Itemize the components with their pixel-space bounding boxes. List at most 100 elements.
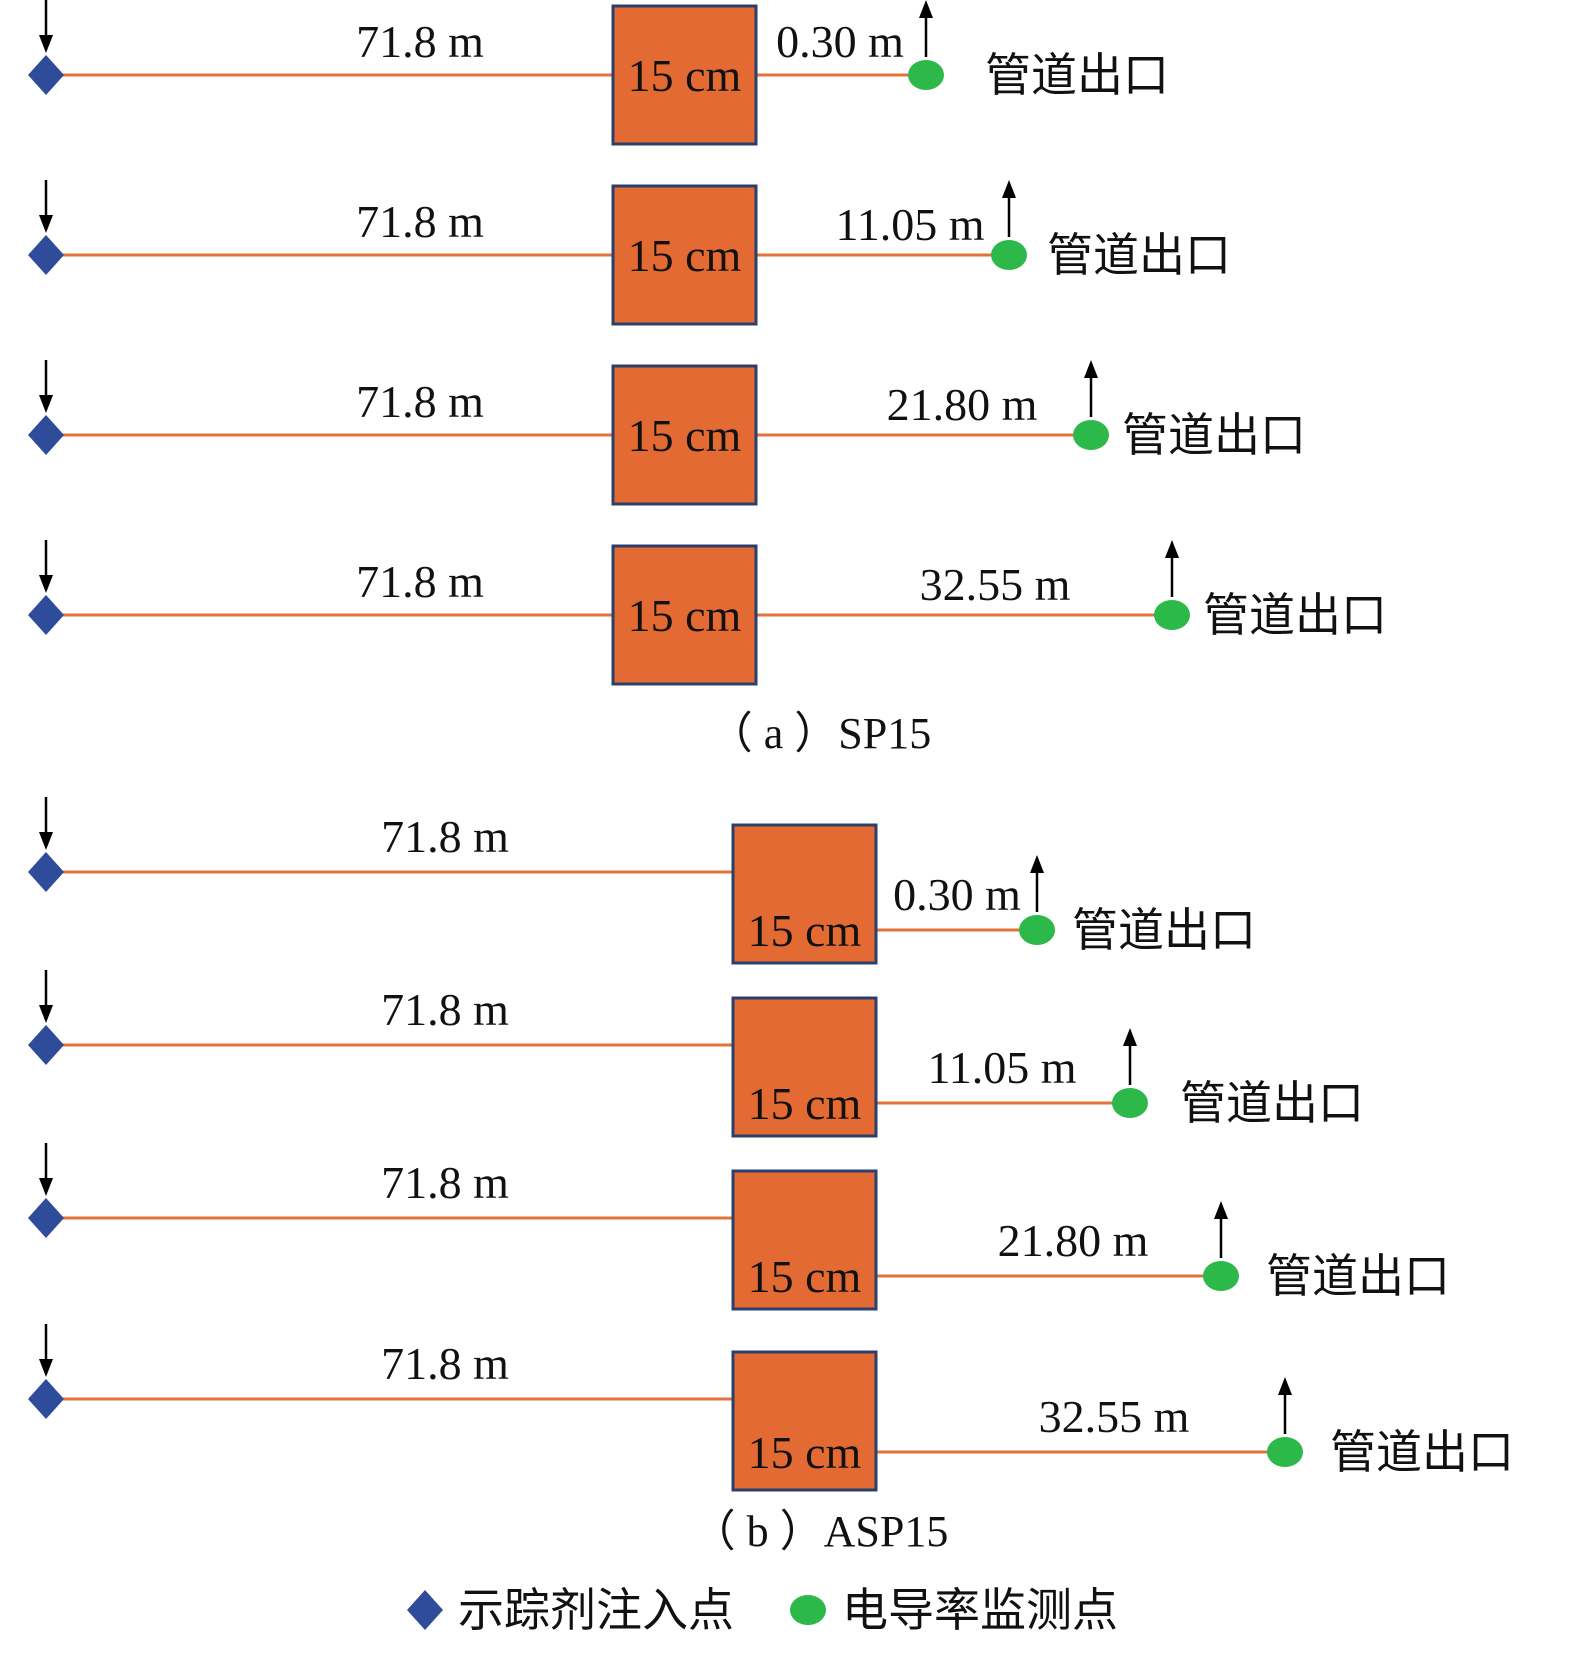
panel-a-row-2: 15 cm 71.8 m 11.05 m 管道出口 [28, 180, 1231, 326]
panel-a-row-1-monitor-dot-icon [908, 60, 944, 90]
panel-b-row-3-inflow-arrow-icon-head [39, 1178, 53, 1196]
panel-b-row-4-box-label: 15 cm [748, 1427, 862, 1478]
panel-a-row-2-monitor-dot-icon [991, 240, 1027, 270]
panel-a-row-1-upstream-label: 71.8 m [356, 16, 484, 67]
panel-b-row-1-injection-diamond-icon [28, 852, 64, 892]
panel-b-row-1-outflow-arrow-icon [1030, 855, 1044, 912]
panel-a-row-2-upstream-label: 71.8 m [356, 196, 484, 247]
panel-b-row-1-box [731, 823, 878, 965]
panel-b-row-2-upstream-label: 71.8 m [381, 984, 509, 1035]
panel-b-row-3-inflow-arrow-icon [39, 1143, 53, 1196]
panel-b-row-2-outflow-arrow-icon-head [1123, 1028, 1137, 1046]
panel-b-row-1-box-label: 15 cm [748, 905, 862, 956]
panel-a-row-1-inflow-arrow-icon-head [39, 35, 53, 53]
panel-a-row-3: 15 cm 71.8 m 21.80 m 管道出口 [28, 360, 1306, 506]
panel-b-row-2-box-label: 15 cm [748, 1078, 862, 1129]
panel-b-caption: （ b ）ASP15 [692, 1507, 949, 1556]
panel-b-row-2-inflow-arrow-icon-head [39, 1005, 53, 1023]
panel-b-row-4: 15 cm 71.8 m 32.55 m 管道出口 [28, 1324, 1514, 1492]
panel-a-row-1-inflow-arrow-icon [39, 0, 53, 53]
panel-a-caption: （ a ）SP15 [709, 709, 931, 758]
panel-a-row-1-outflow-arrow-icon [919, 0, 933, 57]
panel-a-row-2-downstream-label: 11.05 m [835, 199, 984, 250]
panel-b-row-4-inflow-arrow-icon [39, 1324, 53, 1377]
legend-injection-diamond-icon [407, 1590, 443, 1630]
panel-b-row-2-box [731, 996, 878, 1138]
legend-monitor-label: 电导率监测点 [842, 1585, 1118, 1636]
panel-b-row-3-box [731, 1169, 878, 1311]
panel-a-row-3-downstream-label: 21.80 m [887, 379, 1038, 430]
panel-b-row-1: 15 cm 71.8 m 0.30 m 管道出口 [28, 797, 1256, 965]
panel-a-row-4-downstream-label: 32.55 m [920, 559, 1071, 610]
panel-b-row-3-downstream-label: 21.80 m [998, 1215, 1149, 1266]
panel-a-row-2-inflow-arrow-icon [39, 180, 53, 233]
panel-b-row-4-injection-diamond-icon [28, 1379, 64, 1419]
legend-monitor-dot-icon [790, 1595, 826, 1625]
panel-b-row-3-outflow-arrow-icon [1214, 1201, 1228, 1258]
panel-a-row-4-injection-diamond-icon [28, 595, 64, 635]
panel-a-row-3-box-label: 15 cm [628, 410, 742, 461]
panel-a-row-4: 15 cm 71.8 m 32.55 m 管道出口 [28, 540, 1387, 686]
panel-b-row-4-outflow-arrow-icon [1278, 1377, 1292, 1434]
panel-b-row-2-outflow-arrow-icon [1123, 1028, 1137, 1085]
panel-a-row-2-injection-diamond-icon [28, 235, 64, 275]
panel-b-row-2: 15 cm 71.8 m 11.05 m 管道出口 [28, 970, 1364, 1138]
panel-a-row-4-monitor-dot-icon [1154, 600, 1190, 630]
panel-a-row-3-upstream-label: 71.8 m [356, 376, 484, 427]
panel-b-row-2-inflow-arrow-icon [39, 970, 53, 1023]
panel-b-row-4-box [731, 1350, 878, 1492]
panel-b-row-3: 15 cm 71.8 m 21.80 m 管道出口 [28, 1143, 1450, 1311]
panel-a-row-3-outlet-label: 管道出口 [1122, 410, 1306, 461]
panel-b-row-1-upstream-label: 71.8 m [381, 811, 509, 862]
panel-a-row-4-outflow-arrow-icon [1165, 540, 1179, 597]
panel-a-row-2-outflow-arrow-icon [1002, 180, 1016, 237]
panel-b-row-3-monitor-dot-icon [1203, 1261, 1239, 1291]
panel-b-row-1-outflow-arrow-icon-head [1030, 855, 1044, 873]
panel-b-row-3-outlet-label: 管道出口 [1266, 1251, 1450, 1302]
panel-a-row-2-outflow-arrow-icon-head [1002, 180, 1016, 198]
panel-a-row-4-inflow-arrow-icon [39, 540, 53, 593]
panel-a-row-4-box-label: 15 cm [628, 590, 742, 641]
panel-a-row-2-outlet-label: 管道出口 [1047, 230, 1231, 281]
panel-b-row-3-upstream-label: 71.8 m [381, 1157, 509, 1208]
panel-b-row-2-injection-diamond-icon [28, 1025, 64, 1065]
panel-a-row-3-inflow-arrow-icon [39, 360, 53, 413]
panel-a-row-3-outflow-arrow-icon-head [1084, 360, 1098, 378]
panel-b-row-4-outflow-arrow-icon-head [1278, 1377, 1292, 1395]
panel-a-row-3-inflow-arrow-icon-head [39, 395, 53, 413]
panel-a-row-3-injection-diamond-icon [28, 415, 64, 455]
panel-b-row-1-outlet-label: 管道出口 [1072, 905, 1256, 956]
legend-injection-label: 示踪剂注入点 [458, 1585, 734, 1636]
legend: 示踪剂注入点 电导率监测点 [407, 1585, 1118, 1636]
panel-b-row-4-inflow-arrow-icon-head [39, 1359, 53, 1377]
panel-b-row-2-downstream-label: 11.05 m [927, 1042, 1076, 1093]
panel-b-row-1-inflow-arrow-icon-head [39, 832, 53, 850]
panel-a-row-1-injection-diamond-icon [28, 55, 64, 95]
panel-a-row-4-upstream-label: 71.8 m [356, 556, 484, 607]
panel-a-row-2-inflow-arrow-icon-head [39, 215, 53, 233]
panel-b-row-3-injection-diamond-icon [28, 1198, 64, 1238]
panel-a-row-2-box-label: 15 cm [628, 230, 742, 281]
panel-a-row-2-box [611, 184, 758, 326]
panel-b-row-2-monitor-dot-icon [1112, 1088, 1148, 1118]
panel-b-row-1-monitor-dot-icon [1019, 915, 1055, 945]
panel-b-row-3-box-label: 15 cm [748, 1251, 862, 1302]
panel-a-row-3-outflow-arrow-icon [1084, 360, 1098, 417]
panel-a-row-4-outlet-label: 管道出口 [1203, 590, 1387, 641]
panel-a-row-1-outlet-label: 管道出口 [985, 50, 1169, 101]
panel-a-row-1-outflow-arrow-icon-head [919, 0, 933, 18]
panel-b-row-1-inflow-arrow-icon [39, 797, 53, 850]
panel-a-row-1-downstream-label: 0.30 m [776, 16, 904, 67]
panel-b-row-1-downstream-label: 0.30 m [893, 869, 1021, 920]
panel-a-row-3-box [611, 364, 758, 506]
panel-a-row-1-box [611, 4, 758, 146]
panel-b-row-4-downstream-label: 32.55 m [1039, 1391, 1190, 1442]
panel-a-row-3-monitor-dot-icon [1073, 420, 1109, 450]
panel-a-row-4-box [611, 544, 758, 686]
panel-b-row-2-outlet-label: 管道出口 [1180, 1078, 1364, 1129]
panel-b-row-4-outlet-label: 管道出口 [1330, 1427, 1514, 1478]
panel-a-row-1-box-label: 15 cm [628, 50, 742, 101]
panel-a-row-4-inflow-arrow-icon-head [39, 575, 53, 593]
rows-layer: 15 cm 71.8 m 0.30 m 管道出口 15 cm 71.8 m 11.05 m 管… [28, 0, 1514, 1492]
